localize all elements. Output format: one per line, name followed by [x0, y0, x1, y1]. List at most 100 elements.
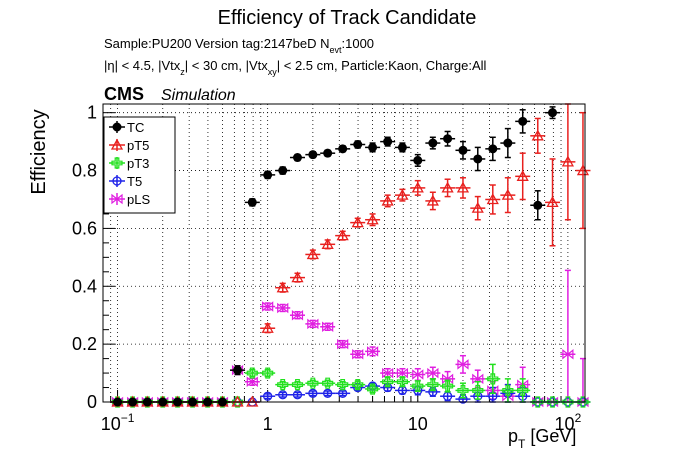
- data-point-pT3: [546, 396, 559, 408]
- data-point-T5: [308, 388, 318, 398]
- data-point-pLS: [277, 302, 289, 314]
- data-point-pT3: [262, 367, 274, 379]
- data-point-pT5: [501, 188, 514, 200]
- legend-entry-pLS: pLS: [109, 192, 150, 207]
- legend-label: T5: [127, 174, 142, 189]
- x-tick-label: 102: [555, 411, 582, 434]
- legend-marker: [110, 138, 124, 150]
- sample-line: Sample:PU200 Version tag:2147beD Nevt:10…: [104, 36, 374, 55]
- data-point-pT5: [366, 213, 379, 225]
- legend-label: pT3: [127, 156, 149, 171]
- data-point-pLS: [412, 369, 424, 380]
- data-point-pLS: [427, 367, 439, 379]
- data-point-TC: [443, 134, 453, 144]
- y-axis-label: Efficiency: [28, 109, 50, 194]
- data-point-T5: [263, 391, 273, 401]
- data-point-pLS: [246, 376, 258, 387]
- data-point-pT3: [517, 384, 529, 397]
- data-point-TC: [247, 197, 257, 207]
- data-point-TC: [503, 138, 513, 148]
- data-point-pLS: [457, 359, 469, 370]
- series-TC: [110, 106, 561, 407]
- x-tick-label: 1: [263, 414, 273, 434]
- legend-entry-TC: TC: [109, 120, 144, 135]
- data-point-pT3: [337, 379, 349, 391]
- data-point-pLS: [337, 338, 349, 350]
- data-point-TC: [278, 166, 288, 176]
- data-point-T5: [292, 390, 303, 400]
- legend-marker: [111, 157, 123, 169]
- data-point-pT3: [366, 383, 379, 395]
- y-tick-label: 0.6: [72, 218, 97, 238]
- data-point-pT5: [561, 155, 575, 167]
- data-point-pT5: [411, 181, 424, 193]
- data-point-TC: [533, 200, 543, 210]
- data-point-pT5: [531, 129, 544, 141]
- data-point-pT3: [562, 396, 574, 408]
- data-point-TC: [263, 170, 273, 180]
- data-point-TC: [488, 144, 498, 154]
- y-tick-label: 0.2: [72, 334, 97, 354]
- data-point-pT5: [456, 181, 470, 193]
- y-tick-label: 0.4: [72, 276, 97, 296]
- series-pT5: [110, 103, 591, 407]
- data-point-pT3: [307, 377, 319, 389]
- x-axis-label: pT [GeV]: [508, 426, 576, 451]
- data-point-TC: [233, 365, 243, 375]
- data-point-pT5: [291, 271, 304, 283]
- data-point-pLS: [472, 373, 484, 385]
- legend: TC pT5 pT3 T5 pLS: [103, 116, 176, 214]
- data-point-pT5: [306, 248, 319, 260]
- data-point-pT3: [532, 396, 544, 408]
- data-point-TC: [473, 154, 483, 164]
- tick-labels: 0 0.2 0.4 0.6 0.8 1 10−1 1 10 102: [72, 103, 582, 434]
- data-point-pLS: [262, 301, 274, 312]
- data-point-pLS: [442, 373, 454, 385]
- data-point-pLS: [366, 346, 379, 357]
- plot-frame: [102, 103, 586, 403]
- chart-title: Efficiency of Track Candidate: [218, 7, 477, 29]
- data-point-pLS: [322, 321, 334, 333]
- series-pT3: [110, 363, 591, 408]
- legend-marker: [111, 193, 123, 205]
- data-point-pT5: [261, 321, 274, 333]
- data-point-TC: [548, 108, 558, 118]
- legend-label: pLS: [127, 192, 150, 207]
- legend-label: TC: [127, 120, 144, 135]
- data-point-pLS: [307, 318, 319, 330]
- y-tick-label: 0: [87, 392, 97, 412]
- data-point-TC: [353, 140, 363, 150]
- legend-entry-T5: T5: [109, 174, 142, 189]
- legend-box: [103, 116, 176, 214]
- data-point-pLS: [396, 367, 409, 379]
- y-tick-label: 1: [87, 103, 97, 123]
- x-tick-label: 10−1: [101, 411, 135, 434]
- legend-marker: [112, 122, 122, 132]
- data-point-pT3: [502, 384, 514, 397]
- cms-label: CMS: [104, 84, 144, 104]
- data-point-TC: [383, 137, 393, 147]
- data-point-T5: [323, 388, 333, 398]
- data-point-pT5: [471, 201, 484, 213]
- data-point-TC: [413, 155, 423, 165]
- legend-entry-pT3: pT3: [109, 156, 149, 171]
- simulation-label: Simulation: [161, 87, 236, 104]
- data-point-pT5: [276, 281, 289, 293]
- data-point-pT3: [246, 367, 258, 379]
- data-series: [110, 103, 591, 408]
- legend-entry-pT5: pT5: [109, 138, 149, 153]
- y-tick-label: 0.8: [72, 161, 97, 181]
- data-point-pT5: [321, 237, 334, 249]
- data-point-TC: [518, 116, 528, 126]
- cuts-line: |η| < 4.5, |Vtxz| < 30 cm, |Vtxxy| < 2.5…: [104, 58, 487, 77]
- data-point-pLS: [291, 309, 304, 321]
- data-point-pT3: [277, 379, 289, 391]
- data-point-T5: [278, 390, 288, 400]
- legend-label: pT5: [127, 138, 149, 153]
- data-point-pT5: [396, 188, 409, 200]
- data-point-pT3: [412, 380, 424, 392]
- data-point-pLS: [352, 349, 364, 360]
- data-point-pT3: [322, 377, 334, 389]
- data-point-TC: [338, 144, 348, 154]
